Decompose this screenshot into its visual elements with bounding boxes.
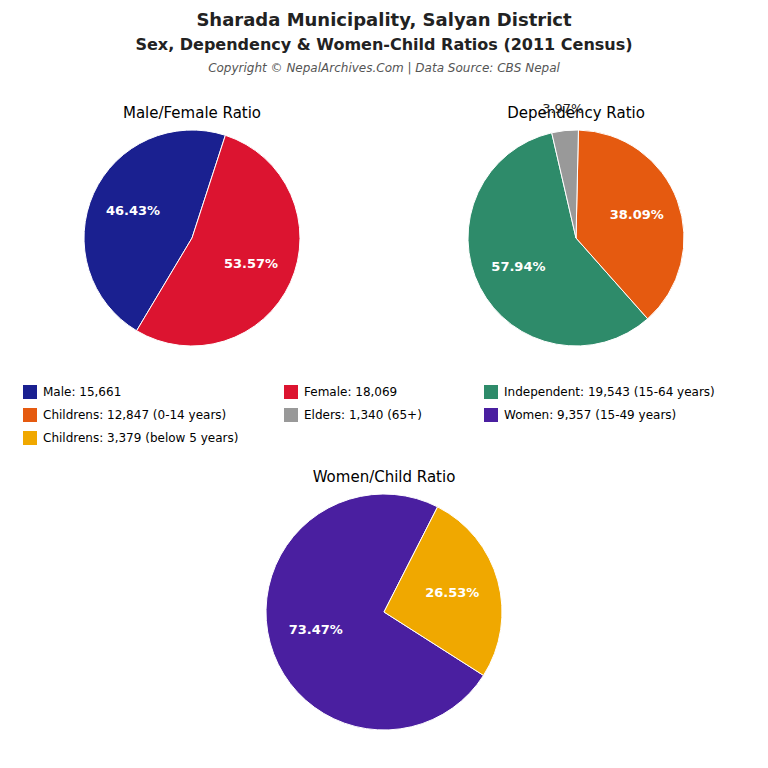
chart-root: Sharada Municipality, Salyan District Sex… <box>0 0 768 768</box>
pie: Dependency Ratio57.94%38.09%3.97% <box>468 101 684 346</box>
legend-swatch <box>23 385 37 399</box>
legend-swatch <box>284 385 298 399</box>
legend-entry: Women: 9,357 (15-49 years) <box>504 408 676 422</box>
data-label: 26.53% <box>425 585 479 600</box>
pie-slice <box>552 130 579 238</box>
legend-entry: Independent: 19,543 (15-64 years) <box>504 385 715 399</box>
legend: Male: 15,661 Female: 18,069 Independent: 1… <box>23 385 715 446</box>
legend-swatch <box>23 408 37 422</box>
legend-swatch <box>284 408 298 422</box>
legend-entry: Childrens: 12,847 (0-14 years) <box>43 408 226 422</box>
legend-swatch <box>23 431 37 445</box>
title: Sharada Municipality, Salyan District <box>196 9 572 30</box>
pie: Women/Child Ratio 73.47% 26.53% <box>266 468 502 730</box>
pie: Male/Female Ratio 46.43% 53.57% <box>84 104 300 346</box>
subtitle: Sex, Dependency & Women-Child Ratios (20… <box>135 35 632 54</box>
legend-entry: Elders: 1,340 (65+) <box>304 408 422 422</box>
legend-swatch <box>484 385 498 399</box>
legend-entry: Female: 18,069 <box>304 385 397 399</box>
data-label: 53.57% <box>224 256 278 271</box>
data-label: 38.09% <box>610 207 664 222</box>
annotation: Copyright © NepalArchives.Com | Data Sou… <box>208 61 560 75</box>
pie-title: Women/Child Ratio <box>313 468 456 486</box>
pie-title: Male/Female Ratio <box>123 104 261 122</box>
data-label: 73.47% <box>289 622 343 637</box>
data-label: 46.43% <box>106 203 160 218</box>
pie-slice <box>384 507 502 676</box>
data-label: 57.94% <box>491 259 545 274</box>
legend-entry: Childrens: 3,379 (below 5 years) <box>43 431 238 445</box>
data-label: 3.97% <box>542 101 583 116</box>
legend-swatch <box>484 408 498 422</box>
legend-entry: Male: 15,661 <box>43 385 121 399</box>
pie-slice <box>137 135 300 346</box>
pie-slice <box>576 130 684 319</box>
